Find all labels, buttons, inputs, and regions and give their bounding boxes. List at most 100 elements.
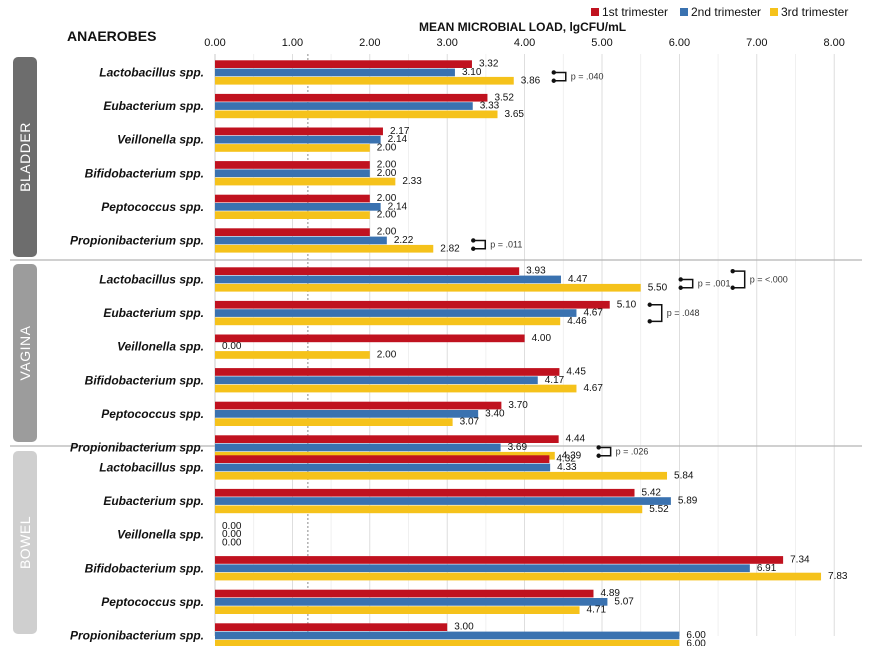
- significance-bracket: [680, 278, 694, 289]
- bar-value-label: 3.52: [494, 92, 514, 103]
- bar-value-label: 3.33: [480, 101, 500, 112]
- bar-value-label: 2.14: [388, 134, 408, 145]
- category-label: Veillonella spp.: [117, 528, 204, 542]
- annotations: p = .040 p = .011 p = .001 p = <.000 p = .04…: [471, 70, 788, 458]
- bar-value-label: 3.10: [462, 67, 482, 78]
- x-tick-label: 4.00: [514, 37, 535, 49]
- category-label: Lactobacillus spp.: [99, 65, 204, 79]
- x-tick-label: 3.00: [436, 37, 457, 49]
- bar: [215, 384, 577, 393]
- bar-value-label: 6.00: [686, 638, 706, 646]
- bar: [215, 102, 473, 110]
- bar: [215, 564, 750, 573]
- bar-value-label: 3.65: [505, 109, 525, 120]
- bracket-dot: [551, 78, 556, 83]
- category-label: Bifidobacterium spp.: [85, 561, 204, 575]
- section-label: BOWEL: [17, 516, 33, 569]
- bracket-dot: [471, 246, 476, 251]
- bar-value-label: 2.14: [388, 201, 408, 212]
- bar-value-label: 4.71: [587, 605, 607, 616]
- bar: [215, 463, 551, 472]
- bar-value-label: 5.50: [648, 282, 668, 293]
- bar: [215, 169, 370, 178]
- bar-value-label: 2.00: [377, 349, 397, 360]
- bar-value-label: 0.00: [222, 341, 242, 352]
- category-label: Eubacterium spp.: [103, 306, 204, 320]
- legend-swatch-3: [770, 8, 778, 16]
- bar: [215, 228, 370, 236]
- bracket-dot: [678, 285, 683, 290]
- category-label: Lactobacillus spp.: [99, 272, 204, 286]
- bar: [215, 572, 822, 581]
- bar-value-label: 5.10: [617, 299, 637, 310]
- bar: [215, 497, 671, 505]
- bar: [215, 275, 561, 284]
- x-tick-label: 5.00: [591, 37, 612, 49]
- bar-value-label: 3.70: [508, 400, 528, 411]
- bar: [215, 556, 784, 564]
- bar-value-label: 4.67: [583, 308, 603, 319]
- bar-value-label: 3.93: [526, 266, 546, 277]
- bar: [215, 60, 472, 68]
- bar: [215, 267, 520, 275]
- bar: [215, 309, 577, 317]
- bar-value-label: 3.07: [460, 417, 480, 428]
- bar: [215, 161, 370, 169]
- section-label: BLADDER: [17, 122, 33, 192]
- bar: [215, 606, 580, 614]
- bar-value-label: 5.89: [678, 496, 698, 507]
- bar: [215, 144, 370, 152]
- bar: [215, 455, 550, 463]
- legend-label-2: 2nd trimester: [691, 5, 761, 19]
- bars: 3.323.103.863.523.333.652.172.142.002.00…: [215, 59, 848, 646]
- bar-value-label: 4.00: [532, 333, 552, 344]
- bar: [215, 410, 479, 418]
- bar-value-label: 2.17: [390, 126, 410, 137]
- bar-value-label: 3.69: [508, 442, 528, 453]
- bar: [215, 211, 370, 219]
- category-label: Veillonella spp.: [117, 133, 204, 147]
- bar-value-label: 2.00: [377, 142, 397, 153]
- p-value-label: p = <.000: [750, 274, 788, 284]
- bar: [215, 639, 680, 646]
- bar: [215, 203, 381, 211]
- bar: [215, 351, 370, 359]
- bar: [215, 376, 538, 385]
- category-label: Peptococcus spp.: [101, 595, 204, 609]
- x-tick-label: 6.00: [669, 37, 690, 49]
- bar-value-label: 4.47: [568, 274, 588, 285]
- bar-value-label: 4.46: [567, 316, 587, 327]
- bar-value-label: 2.00: [377, 227, 397, 238]
- bar: [215, 623, 448, 631]
- bar: [215, 177, 396, 186]
- bar-value-label: 7.83: [828, 571, 848, 582]
- section-label: VAGINA: [17, 325, 33, 380]
- bar: [215, 236, 387, 245]
- significance-bracket: [598, 446, 612, 457]
- bar-value-label: 4.17: [545, 375, 565, 386]
- bar: [215, 127, 383, 136]
- bracket-dot: [551, 70, 556, 75]
- bar-value-label: 5.07: [614, 596, 634, 607]
- bar-value-label: 4.33: [557, 462, 577, 473]
- bar-value-label: 4.39: [562, 450, 582, 461]
- x-tick-label: 8.00: [823, 37, 844, 49]
- category-label: Bifidobacterium spp.: [85, 166, 204, 180]
- p-value-label: p = .026: [616, 447, 649, 457]
- x-tick-label: 2.00: [359, 37, 380, 49]
- bracket-dot: [596, 445, 601, 450]
- anaerobes-header: ANAEROBES: [67, 28, 156, 44]
- bar: [215, 110, 498, 119]
- bar: [215, 418, 453, 426]
- bar-value-label: 5.52: [649, 504, 669, 515]
- bar-value-label: 2.00: [377, 193, 397, 204]
- bar: [215, 334, 525, 343]
- category-label: Veillonella spp.: [117, 340, 204, 354]
- bar-value-label: 4.67: [583, 383, 603, 394]
- p-value-label: p = .040: [571, 72, 604, 82]
- bracket-dot: [730, 268, 735, 274]
- bar: [215, 488, 635, 497]
- bar: [215, 68, 455, 77]
- bar: [215, 443, 501, 452]
